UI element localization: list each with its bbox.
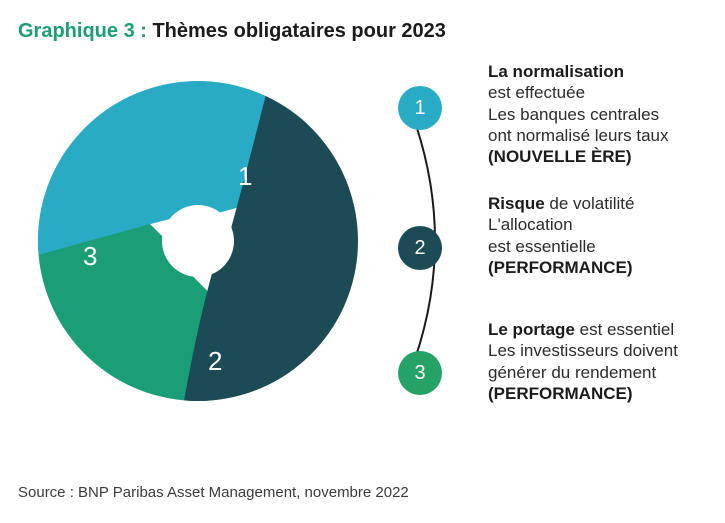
legend: 1 La normalisationest effectuéeLes banque… xyxy=(398,61,707,421)
legend-badge-1: 1 xyxy=(398,86,442,130)
swirl-number-3: 3 xyxy=(83,241,97,272)
legend-badge-2: 2 xyxy=(398,226,442,270)
chart-title-label: Graphique 3 : xyxy=(18,20,152,42)
chart-title: Graphique 3 : Thèmes obligataires pour 2… xyxy=(18,20,707,43)
swirl-number-2: 2 xyxy=(208,346,222,377)
swirl-diagram: 1 2 3 xyxy=(28,71,368,411)
legend-badge-3: 3 xyxy=(398,351,442,395)
chart-body: 1 2 3 1 La normalisationest effectuéeLes ba… xyxy=(18,61,707,421)
legend-text-3: Le portage est essentielLes investisseur… xyxy=(488,319,678,404)
source-text: Source : BNP Paribas Asset Management, n… xyxy=(18,484,409,501)
swirl-svg xyxy=(28,71,368,411)
chart-title-text: Thèmes obligataires pour 2023 xyxy=(152,20,445,42)
swirl-number-1: 1 xyxy=(238,161,252,192)
legend-text-2: Risque de volatilitéL'allocationest esse… xyxy=(488,193,634,278)
legend-text-1: La normalisationest effectuéeLes banques… xyxy=(488,61,668,167)
